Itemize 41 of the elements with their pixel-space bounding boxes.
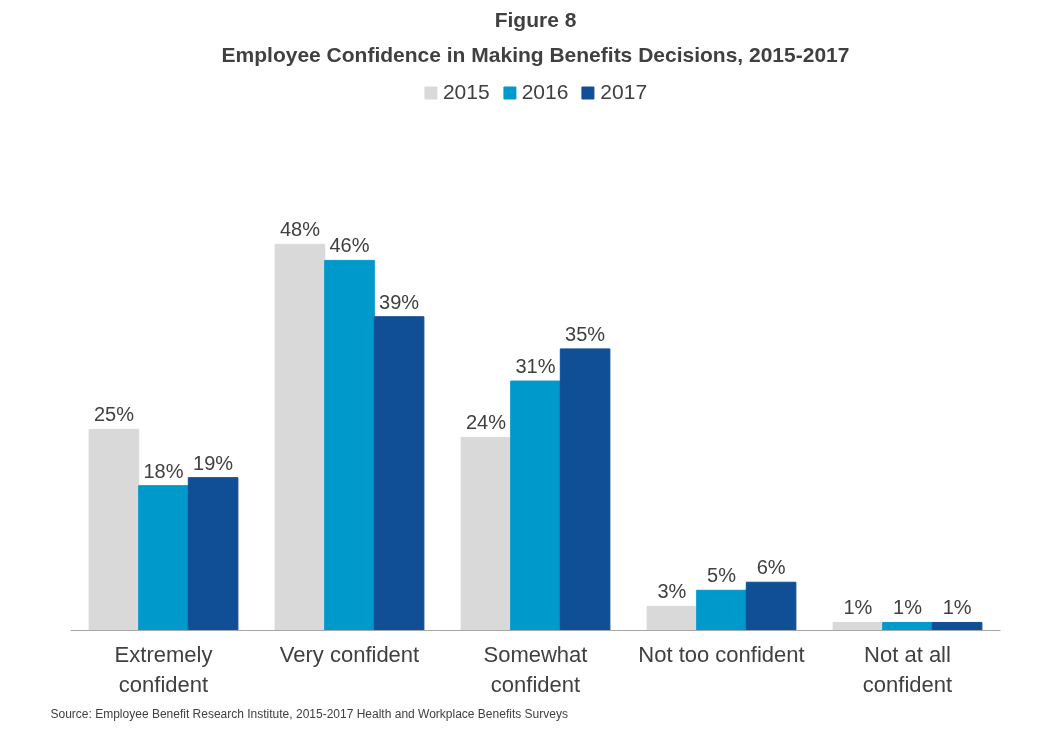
- bar: [274, 243, 326, 631]
- x-tick-label: Not too confident: [638, 641, 805, 667]
- data-label: 6%: [756, 556, 786, 579]
- data-label: 48%: [279, 218, 321, 241]
- bar: [187, 477, 239, 631]
- data-label: 3%: [657, 580, 687, 603]
- data-label: 1%: [942, 596, 972, 619]
- source-note: Source: Employee Benefit Research Institute, 2015-2017 Health and Workplace Benefits Surveys: [50, 706, 568, 721]
- bar: [559, 348, 611, 631]
- x-tick-label: Somewhat confident: [483, 641, 588, 697]
- data-label: 35%: [565, 322, 606, 345]
- data-label: 1%: [893, 596, 923, 619]
- bar: [745, 581, 797, 631]
- data-label: 18%: [143, 459, 184, 482]
- data-label: 24%: [465, 411, 507, 434]
- x-tick-label: Very confident: [279, 641, 420, 667]
- bar: [696, 589, 747, 631]
- chart-title: Figure 8: [494, 7, 577, 31]
- bar: [324, 259, 375, 631]
- legend-label: 2017: [600, 80, 648, 104]
- bar: [646, 605, 698, 631]
- x-tick-label: Not at all confident: [862, 641, 953, 697]
- bar: [882, 621, 933, 631]
- bar: [88, 428, 140, 631]
- bar: [138, 485, 189, 631]
- data-label: 46%: [329, 234, 370, 257]
- legend-label: 2015: [442, 80, 490, 104]
- bar: [460, 436, 512, 631]
- chart-subtitle: Employee Confidence in Making Benefits Decisions, 2015-2017: [221, 42, 850, 66]
- legend-label: 2016: [521, 80, 569, 104]
- x-tick-label: Extremely confident: [114, 641, 213, 697]
- data-label: 1%: [843, 596, 873, 619]
- bar: [510, 380, 561, 631]
- data-label: 25%: [93, 403, 135, 426]
- data-label: 39%: [379, 290, 420, 313]
- data-label: 19%: [193, 451, 234, 474]
- bar: [373, 316, 425, 631]
- bar: [832, 621, 884, 631]
- data-label: 5%: [707, 564, 737, 587]
- bar: [931, 621, 983, 631]
- data-label: 31%: [515, 355, 556, 378]
